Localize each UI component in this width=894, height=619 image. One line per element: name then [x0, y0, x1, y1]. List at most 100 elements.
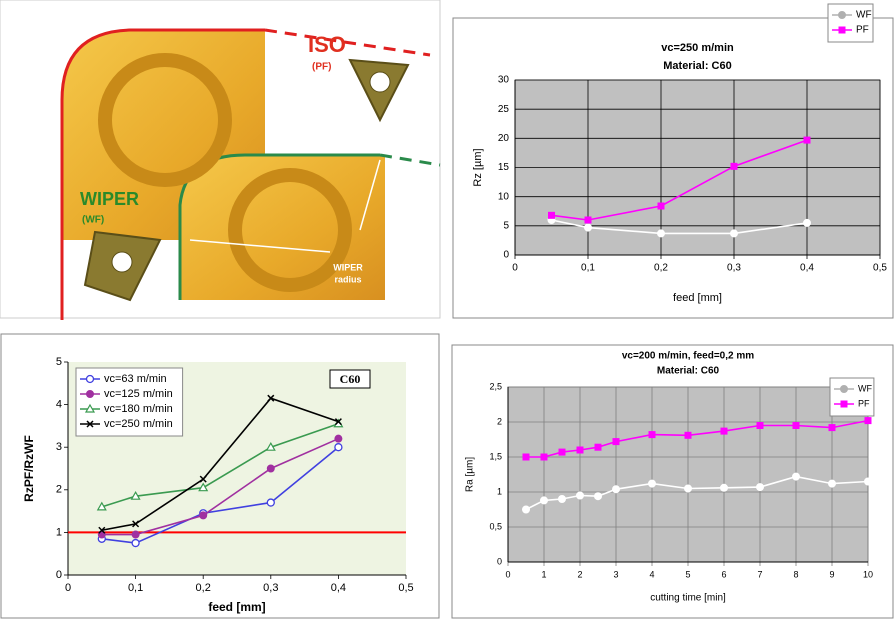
illustration: ISO (PF) WIPER (WF) WIPER radius: [0, 0, 440, 320]
legend-label: vc=63 m/min: [104, 373, 167, 385]
marker: [87, 391, 94, 398]
marker: [793, 422, 800, 429]
marker: [595, 493, 602, 500]
marker: [585, 217, 592, 224]
radius-label: WIPER: [333, 262, 363, 272]
marker: [585, 224, 592, 231]
y-tick-label: 0,5: [489, 521, 502, 531]
x-tick-label: 6: [721, 569, 726, 579]
marker: [829, 480, 836, 487]
legend-label: vc=125 m/min: [104, 388, 173, 400]
x-axis-label: cutting time [min]: [650, 593, 726, 604]
marker: [804, 137, 811, 144]
chart-subtitle: Material: C60: [663, 60, 731, 72]
x-tick-label: 10: [863, 569, 873, 579]
marker: [523, 454, 530, 461]
y-tick-label: 15: [498, 162, 510, 173]
y-tick-label: 0: [497, 556, 502, 566]
marker: [731, 163, 738, 170]
figure: ISO (PF) WIPER (WF) WIPER radius 0510152…: [0, 0, 894, 619]
marker: [731, 230, 738, 237]
marker: [721, 484, 728, 491]
marker: [757, 484, 764, 491]
iso-label: ISO: [308, 32, 346, 57]
y-axis-label: RzPF/RzWF: [22, 435, 36, 502]
x-tick-label: 9: [829, 569, 834, 579]
y-tick-label: 3: [56, 441, 62, 453]
y-axis-label: Rz [µm]: [472, 148, 484, 186]
x-tick-label: 0,2: [196, 582, 211, 594]
marker: [804, 219, 811, 226]
y-tick-label: 2,5: [489, 381, 502, 391]
marker: [132, 531, 139, 538]
legend-label: WF: [858, 383, 872, 393]
y-tick-label: 4: [56, 399, 62, 411]
marker: [829, 424, 836, 431]
marker: [577, 492, 584, 499]
x-tick-label: 0: [65, 582, 71, 594]
x-tick-label: 0,1: [128, 582, 143, 594]
marker: [865, 417, 872, 424]
marker: [267, 499, 274, 506]
x-tick-label: 0,2: [654, 263, 668, 274]
y-tick-label: 25: [498, 104, 510, 115]
legend-label: PF: [858, 398, 870, 408]
marker: [658, 230, 665, 237]
marker: [523, 506, 530, 513]
x-tick-label: 3: [613, 569, 618, 579]
x-axis-label: feed [mm]: [208, 600, 265, 614]
y-tick-label: 1: [56, 526, 62, 538]
y-tick-label: 20: [498, 133, 510, 144]
y-tick-label: 0: [56, 569, 62, 581]
marker: [200, 512, 207, 519]
x-tick-label: 0: [505, 569, 510, 579]
marker: [649, 431, 656, 438]
marker: [595, 444, 602, 451]
x-tick-label: 4: [649, 569, 654, 579]
x-tick-label: 0,4: [800, 263, 814, 274]
y-tick-label: 1: [497, 486, 502, 496]
marker: [559, 449, 566, 456]
marker: [685, 432, 692, 439]
marker: [87, 376, 94, 383]
marker: [865, 478, 872, 485]
x-tick-label: 5: [685, 569, 690, 579]
marker: [335, 435, 342, 442]
marker: [267, 465, 274, 472]
x-tick-label: 8: [793, 569, 798, 579]
marker: [649, 480, 656, 487]
marker: [559, 496, 566, 503]
iso-insert-hole: [370, 72, 390, 92]
annotation: C60: [340, 372, 361, 386]
marker: [548, 212, 555, 219]
marker: [793, 473, 800, 480]
iso-code: (PF): [312, 62, 331, 73]
marker: [613, 486, 620, 493]
x-tick-label: 0: [512, 263, 518, 274]
x-axis-label: feed [mm]: [673, 292, 722, 304]
x-tick-label: 0,5: [398, 582, 413, 594]
x-tick-label: 2: [577, 569, 582, 579]
y-tick-label: 10: [498, 191, 510, 202]
wiper-insert-hole: [112, 252, 132, 272]
marker: [335, 444, 342, 451]
wiper-code: (WF): [82, 215, 104, 226]
x-tick-label: 7: [757, 569, 762, 579]
y-tick-label: 2: [56, 484, 62, 496]
legend-label: WF: [856, 10, 872, 21]
x-tick-label: 0,1: [581, 263, 595, 274]
legend-label: PF: [856, 25, 869, 36]
wiper-label: WIPER: [80, 189, 139, 209]
marker: [577, 447, 584, 454]
marker: [839, 12, 846, 19]
chart-title: vc=200 m/min, feed=0,2 mm: [622, 351, 754, 362]
chart-subtitle: Material: C60: [657, 366, 720, 377]
marker: [841, 386, 848, 393]
marker: [757, 422, 764, 429]
marker: [841, 401, 848, 408]
x-tick-label: 0,3: [727, 263, 741, 274]
y-tick-label: 5: [56, 356, 62, 368]
y-tick-label: 0: [503, 250, 509, 261]
marker: [613, 438, 620, 445]
y-tick-label: 2: [497, 416, 502, 426]
